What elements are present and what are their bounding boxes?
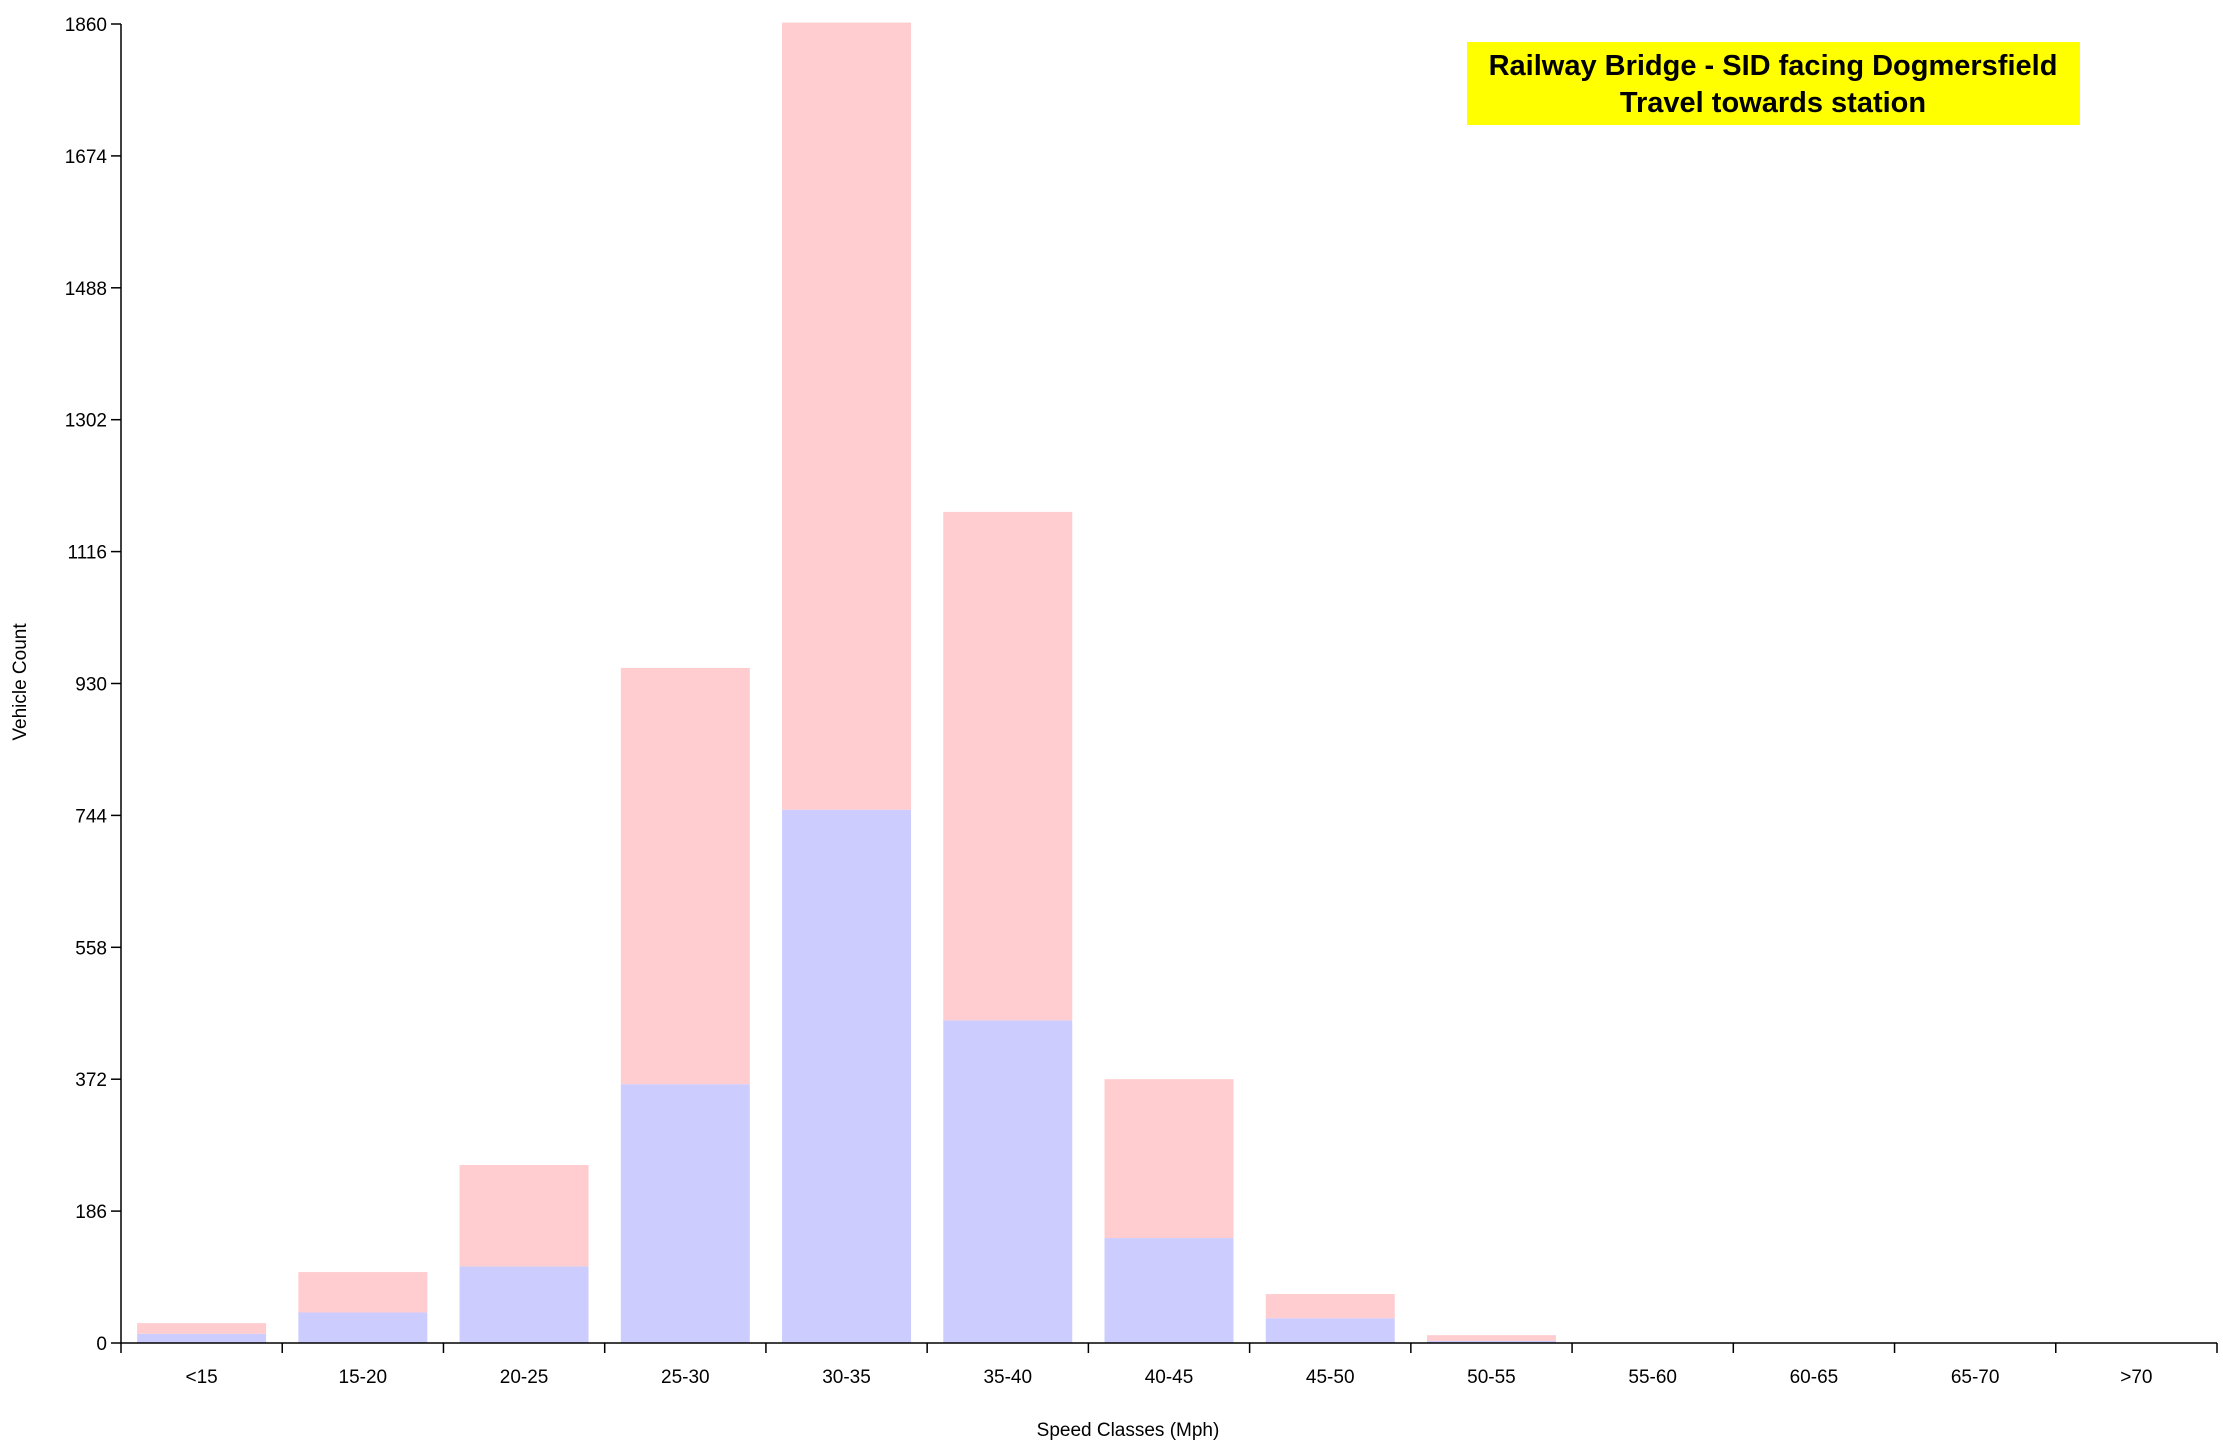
x-tick-label-7: 45-50 (1306, 1367, 1355, 1388)
bar-segment-lower-5 (943, 1020, 1073, 1343)
y-tick-label-0: 0 (96, 1334, 107, 1355)
bar-segment-lower-1 (298, 1312, 428, 1343)
bar-segment-upper-5 (943, 511, 1073, 1021)
bar-segment-upper-8 (1426, 1335, 1556, 1341)
bar-segment-upper-4 (782, 22, 912, 810)
x-tick-label-2: 20-25 (500, 1367, 549, 1388)
bars-group (137, 22, 1556, 1343)
x-tick-label-4: 30-35 (822, 1367, 871, 1388)
title-box: Railway Bridge - SID facing Dogmersfield… (1467, 42, 2080, 125)
x-axis-title: Speed Classes (Mph) (1037, 1420, 1220, 1441)
y-tick-label-2: 372 (75, 1070, 107, 1091)
y-axis: 0 186 372 558 744 930 1116 1302 1488 1674 1860 (65, 15, 122, 1355)
x-tick-label-1: 15-20 (339, 1367, 388, 1388)
x-tick-label-3: 25-30 (661, 1367, 710, 1388)
bar-segment-upper-7 (1265, 1294, 1395, 1319)
y-tick-label-10: 1860 (65, 15, 107, 36)
chart-title-line-2: Travel towards station (1620, 87, 1926, 119)
y-tick-label-8: 1488 (65, 279, 107, 300)
y-tick-label-7: 1302 (65, 411, 107, 432)
bar-segment-upper-6 (1104, 1079, 1234, 1239)
bar-segment-lower-3 (620, 1084, 750, 1343)
chart-title-line-1: Railway Bridge - SID facing Dogmersfield (1489, 50, 2058, 82)
y-tick-label-4: 744 (75, 806, 107, 827)
x-tick-label-10: 60-65 (1790, 1367, 1839, 1388)
x-tick-label-11: 65-70 (1951, 1367, 2000, 1388)
bar-segment-upper-1 (298, 1272, 428, 1313)
x-tick-label-6: 40-45 (1145, 1367, 1194, 1388)
y-axis-title: Vehicle Count (10, 623, 31, 741)
x-axis: <15 15-20 20-25 25-30 30-35 35-40 40-45 45-50 50… (120, 1342, 2218, 1388)
y-tick-label-1: 186 (75, 1202, 107, 1223)
y-tick-label-6: 1116 (68, 543, 107, 564)
y-tick-label-5: 930 (75, 675, 107, 696)
bar-segment-lower-0 (137, 1333, 267, 1343)
bar-segment-lower-7 (1265, 1318, 1395, 1343)
x-tick-label-0: <15 (185, 1367, 217, 1388)
x-tick-label-5: 35-40 (983, 1367, 1032, 1388)
bar-segment-upper-2 (459, 1165, 589, 1267)
x-tick-label-8: 50-55 (1467, 1367, 1516, 1388)
y-tick-label-3: 558 (75, 938, 107, 959)
bar-segment-lower-6 (1104, 1238, 1234, 1343)
x-tick-label-9: 55-60 (1628, 1367, 1677, 1388)
y-tick-label-9: 1674 (65, 147, 108, 168)
bar-segment-upper-0 (137, 1323, 267, 1334)
title-background (1467, 42, 2080, 125)
bar-segment-lower-4 (782, 809, 912, 1343)
bar-segment-lower-2 (459, 1266, 589, 1343)
x-tick-label-12: >70 (2120, 1367, 2152, 1388)
bar-segment-upper-3 (620, 667, 750, 1085)
bar-segment-lower-8 (1426, 1340, 1556, 1343)
